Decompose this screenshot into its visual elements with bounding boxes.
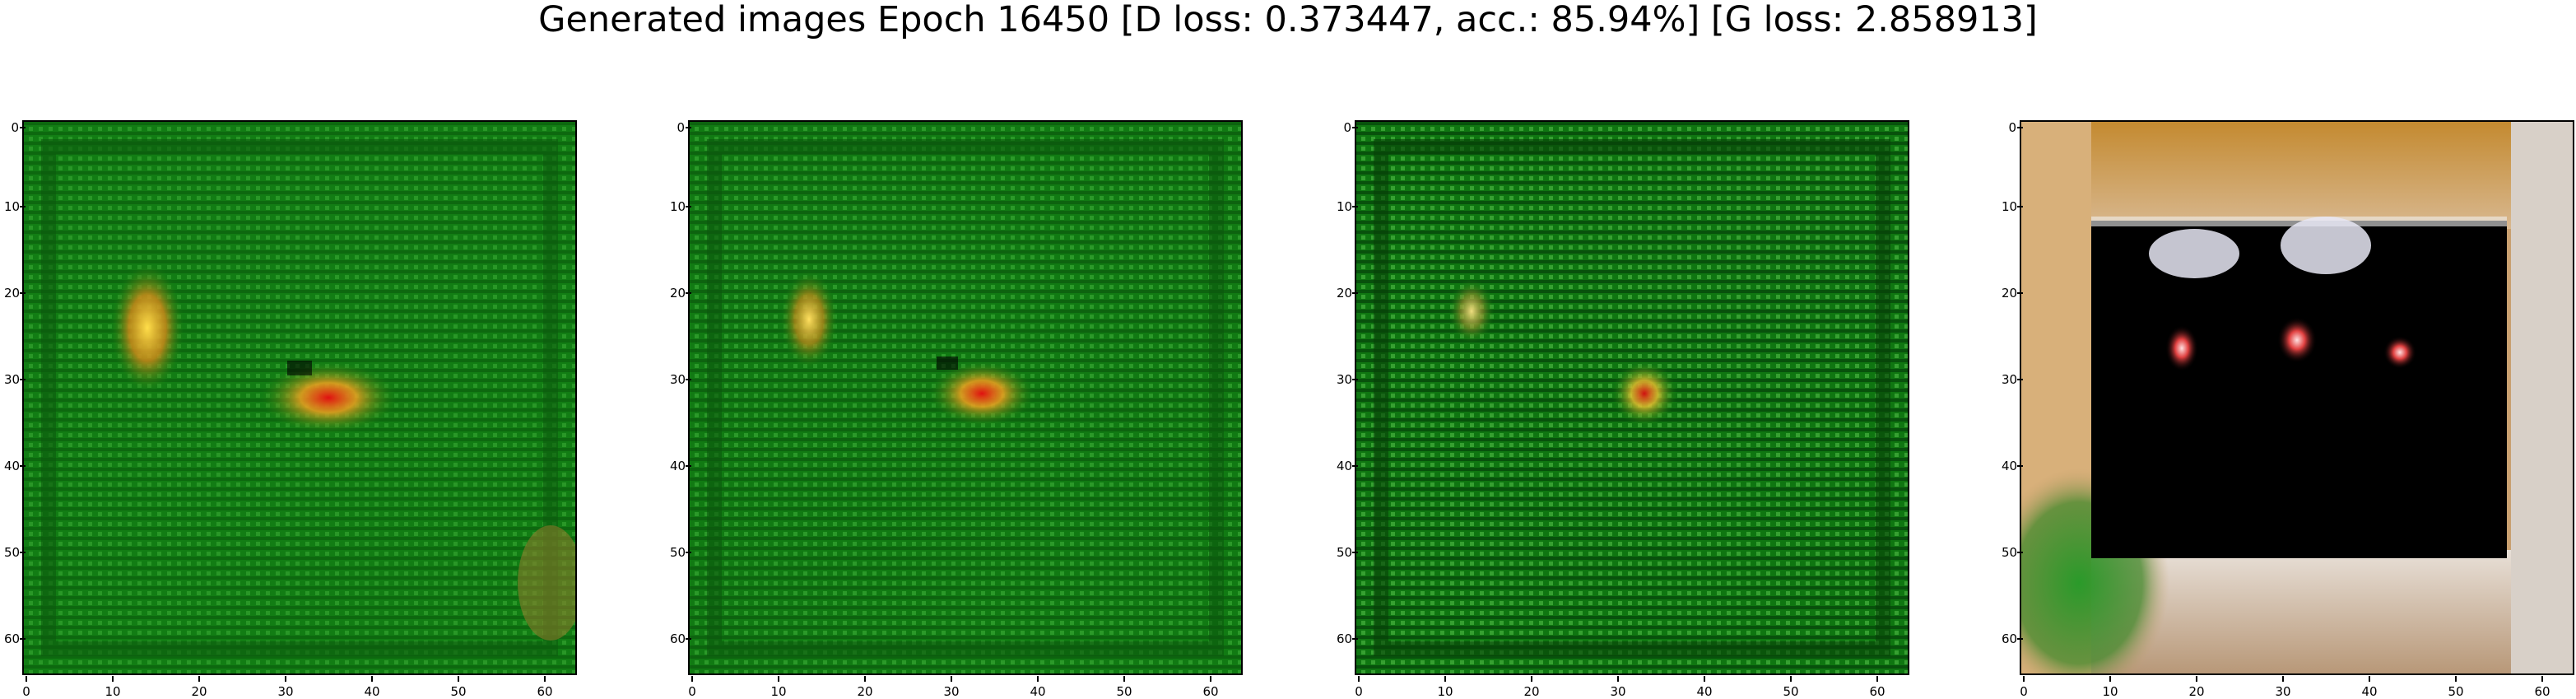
x-tick-label: 20 <box>853 676 877 699</box>
x-tick-label: 10 <box>1433 676 1458 699</box>
x-tick-label: 60 <box>2530 676 2555 699</box>
y-tick-label: 30 <box>1337 372 1358 387</box>
x-tick-label: 20 <box>187 676 212 699</box>
x-tick-label: 10 <box>100 676 125 699</box>
y-tick-label: 20 <box>670 286 691 301</box>
y-tick-label: 40 <box>670 459 691 473</box>
y-tick-label: 20 <box>4 286 26 301</box>
generated-image-2 <box>690 122 1241 673</box>
y-tick-label: 40 <box>4 459 26 473</box>
y-tick-label: 30 <box>2002 372 2023 387</box>
y-tick-label: 20 <box>1337 286 1358 301</box>
y-tick-label: 10 <box>1337 199 1358 214</box>
x-tick-label: 10 <box>2098 676 2123 699</box>
y-tick-label: 50 <box>670 545 691 560</box>
x-tick-label: 30 <box>273 676 298 699</box>
x-tick-label: 40 <box>2357 676 2382 699</box>
x-tick-label: 50 <box>2443 676 2468 699</box>
y-tick-label: 40 <box>1337 459 1358 473</box>
y-tick-label: 0 <box>4 120 26 135</box>
generated-image-3 <box>1356 122 1908 673</box>
x-tick-label: 50 <box>1112 676 1137 699</box>
y-tick-label: 0 <box>670 120 691 135</box>
image-axes-3 <box>1355 120 1909 675</box>
y-tick-label: 20 <box>2002 286 2023 301</box>
y-tick-label: 30 <box>670 372 691 387</box>
x-tick-label: 40 <box>360 676 384 699</box>
x-tick-label: 50 <box>446 676 471 699</box>
x-tick-label: 0 <box>14 676 39 699</box>
y-tick-label: 60 <box>2002 631 2023 646</box>
x-tick-label: 0 <box>680 676 704 699</box>
x-tick-label: 30 <box>939 676 964 699</box>
y-tick-label: 40 <box>2002 459 2023 473</box>
x-tick-label: 60 <box>1865 676 1890 699</box>
x-tick-label: 20 <box>1519 676 1544 699</box>
y-tick-label: 0 <box>2002 120 2023 135</box>
y-tick-label: 10 <box>2002 199 2023 214</box>
image-panel-2: 0 10 20 30 40 50 60 0 10 20 30 40 50 60 <box>670 120 1243 699</box>
x-tick-label: 30 <box>1606 676 1630 699</box>
x-tick-label: 0 <box>2011 676 2036 699</box>
x-tick-label: 60 <box>532 676 557 699</box>
image-axes-2 <box>688 120 1243 675</box>
generated-image-1 <box>24 122 575 673</box>
y-tick-label: 60 <box>1337 631 1358 646</box>
x-tick-label: 40 <box>1025 676 1050 699</box>
x-tick-label: 10 <box>766 676 791 699</box>
image-axes-4 <box>2020 120 2574 675</box>
x-tick-label: 30 <box>2271 676 2295 699</box>
y-tick-label: 60 <box>4 631 26 646</box>
x-tick-label: 40 <box>1692 676 1717 699</box>
x-tick-label: 50 <box>1779 676 1803 699</box>
x-tick-label: 20 <box>2184 676 2209 699</box>
y-tick-label: 10 <box>670 199 691 214</box>
y-tick-label: 50 <box>4 545 26 560</box>
image-panel-3: 0 10 20 30 40 50 60 0 10 20 30 40 50 60 <box>1337 120 1909 699</box>
x-tick-label: 0 <box>1346 676 1371 699</box>
image-panel-1: 0 10 20 30 40 50 60 0 10 20 30 40 50 60 <box>4 120 577 699</box>
x-tick-label: 60 <box>1198 676 1223 699</box>
y-tick-label: 30 <box>4 372 26 387</box>
y-tick-label: 0 <box>1337 120 1358 135</box>
y-tick-label: 60 <box>670 631 691 646</box>
image-panel-4: 0 10 20 30 40 50 60 0 10 20 30 40 50 60 <box>2002 120 2574 699</box>
y-tick-label: 50 <box>2002 545 2023 560</box>
image-axes-1 <box>22 120 577 675</box>
y-tick-label: 10 <box>4 199 26 214</box>
figure-title: Generated images Epoch 16450 [D loss: 0.… <box>538 0 2038 40</box>
generated-image-4 <box>2021 122 2573 673</box>
y-tick-label: 50 <box>1337 545 1358 560</box>
